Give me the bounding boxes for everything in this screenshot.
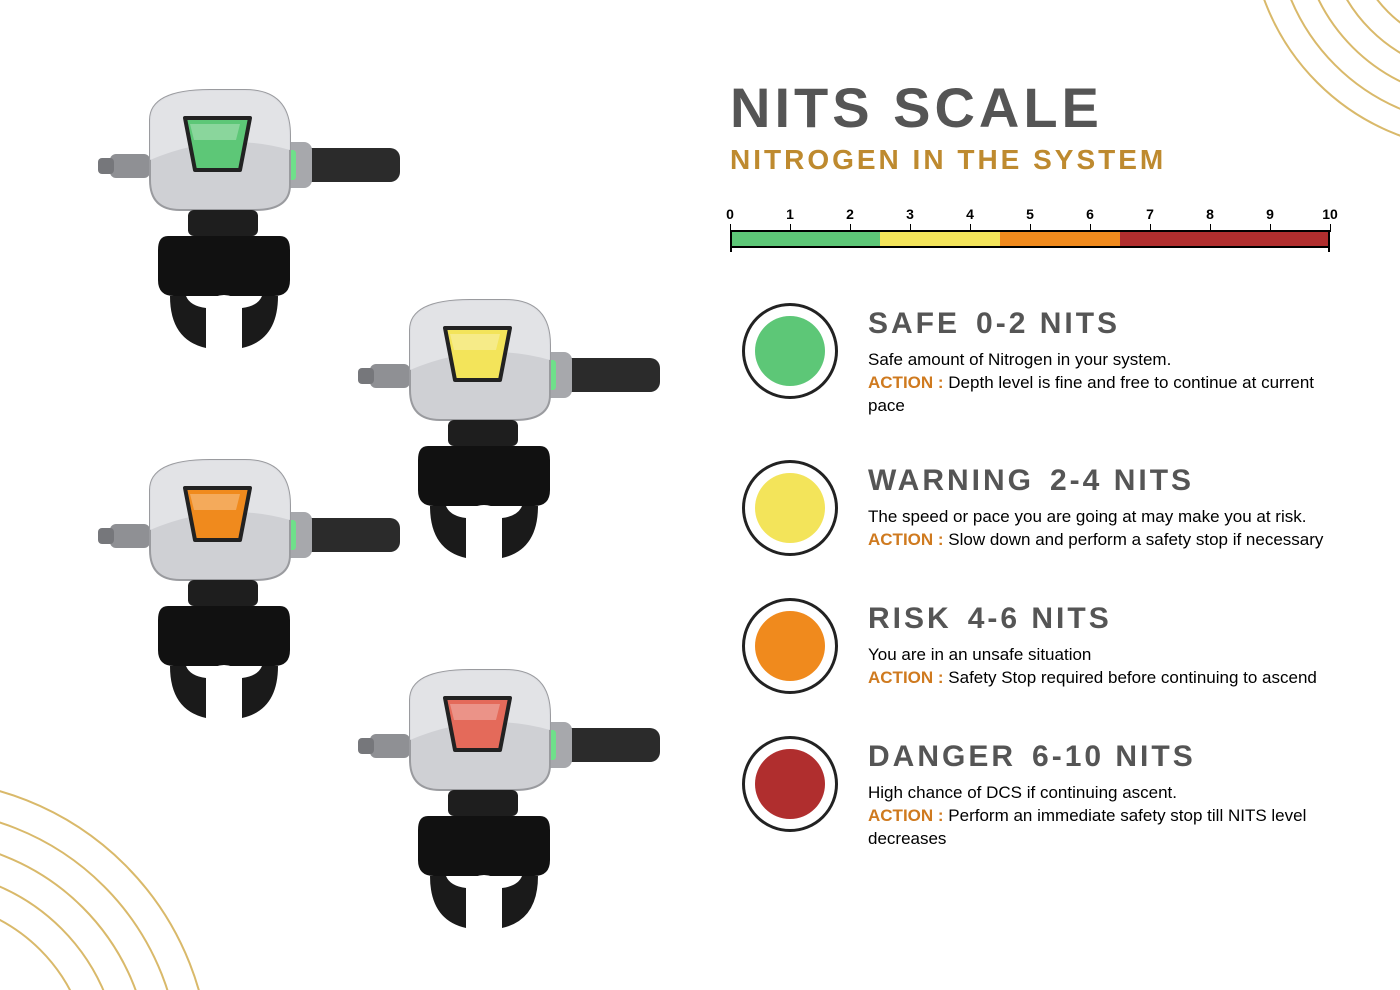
- info-column: NITS SCALE NITROGEN IN THE SYSTEM 012345…: [730, 75, 1350, 893]
- level-badge: [742, 598, 838, 694]
- level-name: RISK: [868, 602, 952, 635]
- device-icon: [350, 650, 670, 950]
- levels-list: SAFE 0-2 NITS Safe amount of Nitrogen in y…: [730, 303, 1350, 851]
- level-action-label: ACTION :: [868, 806, 944, 825]
- level-badge-inner: [755, 611, 825, 681]
- scale-tick-line: [1330, 224, 1331, 232]
- scale-tick-label: 1: [786, 206, 794, 222]
- level-badge-inner: [755, 749, 825, 819]
- device-illustrations: [50, 70, 670, 970]
- level-action-label: ACTION :: [868, 530, 944, 549]
- level-desc-text: Safe amount of Nitrogen in your system.: [868, 350, 1171, 369]
- level-desc-text: You are in an unsafe situation: [868, 645, 1091, 664]
- level-range: 6-10 NITS: [1032, 740, 1196, 773]
- level-badge-wrap: [730, 303, 850, 399]
- level-badge-inner: [755, 316, 825, 386]
- level-badge-wrap: [730, 460, 850, 556]
- level-action-text: Slow down and perform a safety stop if n…: [948, 530, 1323, 549]
- level-badge: [742, 303, 838, 399]
- level-description: You are in an unsafe situation ACTION : S…: [868, 644, 1350, 690]
- page-title: NITS SCALE: [730, 75, 1350, 140]
- page: NITS SCALE NITROGEN IN THE SYSTEM 0 1 2 3 4 5…: [0, 0, 1400, 990]
- scale-segment: [1000, 232, 1120, 246]
- scale-segment: [730, 232, 880, 246]
- level-name: SAFE: [868, 307, 960, 340]
- level-heading: SAFE 0-2 NITS: [868, 307, 1350, 341]
- scale-bar: [730, 230, 1330, 248]
- level-text: DANGER 6-10 NITS High chance of DCS if con…: [868, 736, 1350, 851]
- level-desc-text: High chance of DCS if continuing ascent.: [868, 783, 1177, 802]
- scale-tick-label: 10: [1322, 206, 1338, 222]
- level-name: DANGER: [868, 740, 1016, 773]
- scale-tick-label: 6: [1086, 206, 1094, 222]
- scale-tick-label: 2: [846, 206, 854, 222]
- level-heading: RISK 4-6 NITS: [868, 602, 1350, 636]
- scale-tick-label: 8: [1206, 206, 1214, 222]
- level-row: SAFE 0-2 NITS Safe amount of Nitrogen in y…: [730, 303, 1350, 418]
- level-action-text: Safety Stop required before continuing t…: [948, 668, 1317, 687]
- scale-tick-label: 7: [1146, 206, 1154, 222]
- level-description: High chance of DCS if continuing ascent.…: [868, 782, 1350, 851]
- level-text: WARNING 2-4 NITS The speed or pace you are…: [868, 460, 1350, 552]
- level-badge: [742, 736, 838, 832]
- scale-tick-label: 4: [966, 206, 974, 222]
- level-range: 2-4 NITS: [1050, 464, 1194, 497]
- level-range: 4-6 NITS: [968, 602, 1112, 635]
- level-badge-wrap: [730, 598, 850, 694]
- level-description: Safe amount of Nitrogen in your system. A…: [868, 349, 1350, 418]
- level-row: RISK 4-6 NITS You are in an unsafe situati…: [730, 598, 1350, 694]
- level-range: 0-2 NITS: [976, 307, 1120, 340]
- scale-ticks: 012345678910: [730, 206, 1330, 230]
- scale-segment: [1120, 232, 1330, 246]
- level-action-label: ACTION :: [868, 668, 944, 687]
- level-badge: [742, 460, 838, 556]
- level-action-label: ACTION :: [868, 373, 944, 392]
- level-badge-wrap: [730, 736, 850, 832]
- device: [350, 650, 670, 955]
- level-row: DANGER 6-10 NITS High chance of DCS if con…: [730, 736, 1350, 851]
- scale-tick-label: 0: [726, 206, 734, 222]
- page-subtitle: NITROGEN IN THE SYSTEM: [730, 144, 1350, 176]
- scale-segment: [880, 232, 1000, 246]
- level-description: The speed or pace you are going at may m…: [868, 506, 1350, 552]
- level-row: WARNING 2-4 NITS The speed or pace you are…: [730, 460, 1350, 556]
- scale-tick-label: 5: [1026, 206, 1034, 222]
- level-heading: WARNING 2-4 NITS: [868, 464, 1350, 498]
- level-desc-text: The speed or pace you are going at may m…: [868, 507, 1306, 526]
- nits-scale: 012345678910: [730, 206, 1330, 248]
- scale-tick-label: 3: [906, 206, 914, 222]
- level-badge-inner: [755, 473, 825, 543]
- level-name: WARNING: [868, 464, 1034, 497]
- scale-tick-label: 9: [1266, 206, 1274, 222]
- level-text: SAFE 0-2 NITS Safe amount of Nitrogen in y…: [868, 303, 1350, 418]
- level-heading: DANGER 6-10 NITS: [868, 740, 1350, 774]
- level-text: RISK 4-6 NITS You are in an unsafe situati…: [868, 598, 1350, 690]
